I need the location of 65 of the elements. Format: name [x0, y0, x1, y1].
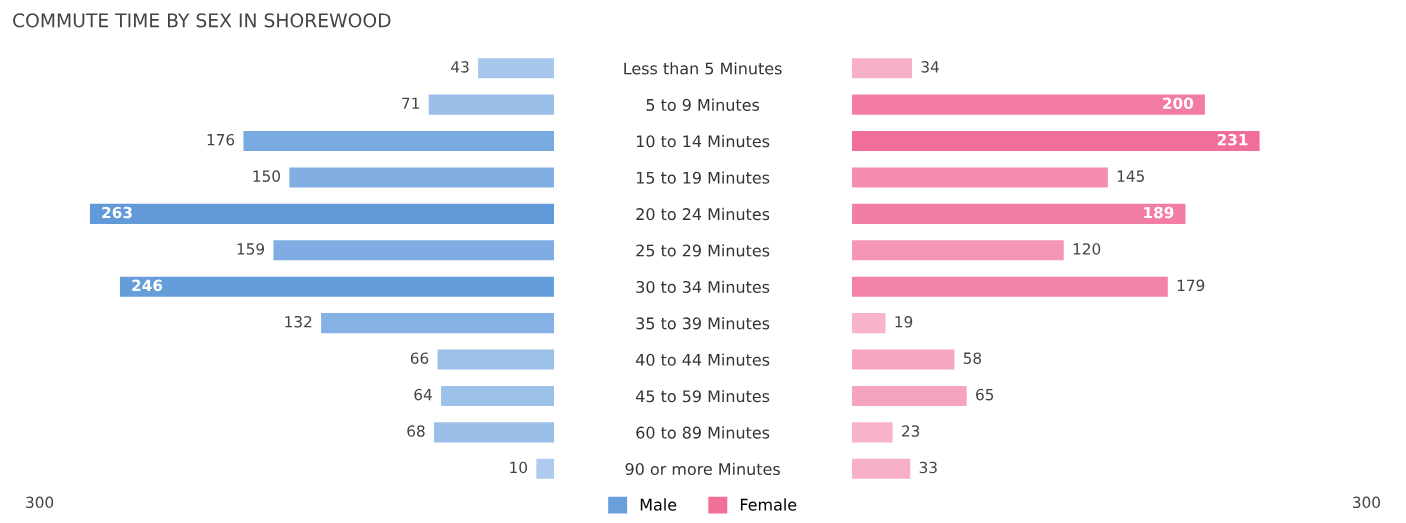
data-label: 64	[414, 388, 432, 401]
bar	[289, 167, 554, 188]
bar	[89, 203, 554, 224]
y-tick-label: 35 to 39 Minutes	[636, 317, 770, 330]
bar	[852, 94, 1205, 115]
legend-label: Female	[740, 498, 797, 511]
bar	[852, 458, 911, 479]
y-tick-label: Less than 5 Minutes	[624, 62, 782, 75]
bar	[434, 422, 554, 443]
data-label: 159	[237, 243, 265, 255]
data-label: 65	[976, 388, 994, 401]
data-label: 246	[132, 279, 163, 292]
bar	[852, 131, 1260, 152]
data-label: 66	[410, 352, 429, 364]
bar	[437, 349, 554, 370]
data-label: 34	[921, 61, 939, 73]
data-label: 120	[1073, 243, 1101, 255]
data-label: 58	[963, 352, 982, 364]
data-label: 71	[402, 97, 419, 109]
y-tick-label: 15 to 19 Minutes	[636, 171, 770, 184]
bar	[852, 203, 1186, 224]
data-label: 23	[902, 425, 920, 437]
data-label: 179	[1177, 279, 1205, 292]
bar	[852, 276, 1168, 297]
data-label: 33	[919, 461, 937, 474]
data-label: 176	[207, 133, 235, 146]
y-tick-label: 5 to 9 Minutes	[646, 98, 760, 111]
data-label: 132	[285, 316, 312, 328]
bar	[852, 240, 1064, 261]
data-label: 145	[1117, 170, 1144, 182]
bar	[852, 422, 893, 443]
bar	[852, 167, 1108, 188]
chart-title: COMMUTE TIME BY SEX IN SHOREWOOD	[13, 13, 391, 28]
y-tick-label: 90 or more Minutes	[625, 462, 780, 476]
bar	[852, 58, 912, 79]
bar	[273, 240, 554, 261]
bar	[441, 385, 554, 406]
data-label: 189	[1144, 206, 1174, 219]
text: 300	[1353, 496, 1380, 509]
y-tick-label: 45 to 59 Minutes	[636, 389, 770, 403]
bar	[119, 276, 554, 297]
bar	[478, 58, 554, 79]
bar	[852, 349, 955, 370]
data-label: 150	[253, 170, 280, 182]
legend-label: Male	[640, 498, 677, 511]
y-tick-label: 30 to 34 Minutes	[636, 280, 770, 293]
text: 300	[26, 496, 54, 509]
bar	[428, 94, 554, 115]
bar	[536, 458, 554, 479]
bar	[321, 313, 554, 334]
y-tick-label: 25 to 29 Minutes	[636, 244, 770, 257]
y-tick-label: 40 to 44 Minutes	[636, 353, 770, 366]
data-label: 10	[510, 461, 528, 474]
y-tick-label: 60 to 89 Minutes	[636, 426, 770, 439]
data-label: 200	[1163, 97, 1194, 110]
data-label: 43	[451, 61, 469, 73]
y-tick-label: 10 to 14 Minutes	[636, 134, 770, 148]
data-label: 68	[407, 425, 425, 437]
data-label: 231	[1217, 133, 1248, 146]
bar	[852, 385, 967, 406]
data-label: 263	[102, 206, 132, 219]
bar	[243, 131, 554, 152]
y-tick-label: 20 to 24 Minutes	[636, 207, 770, 221]
bar	[852, 313, 886, 334]
data-label: 19	[895, 316, 913, 328]
